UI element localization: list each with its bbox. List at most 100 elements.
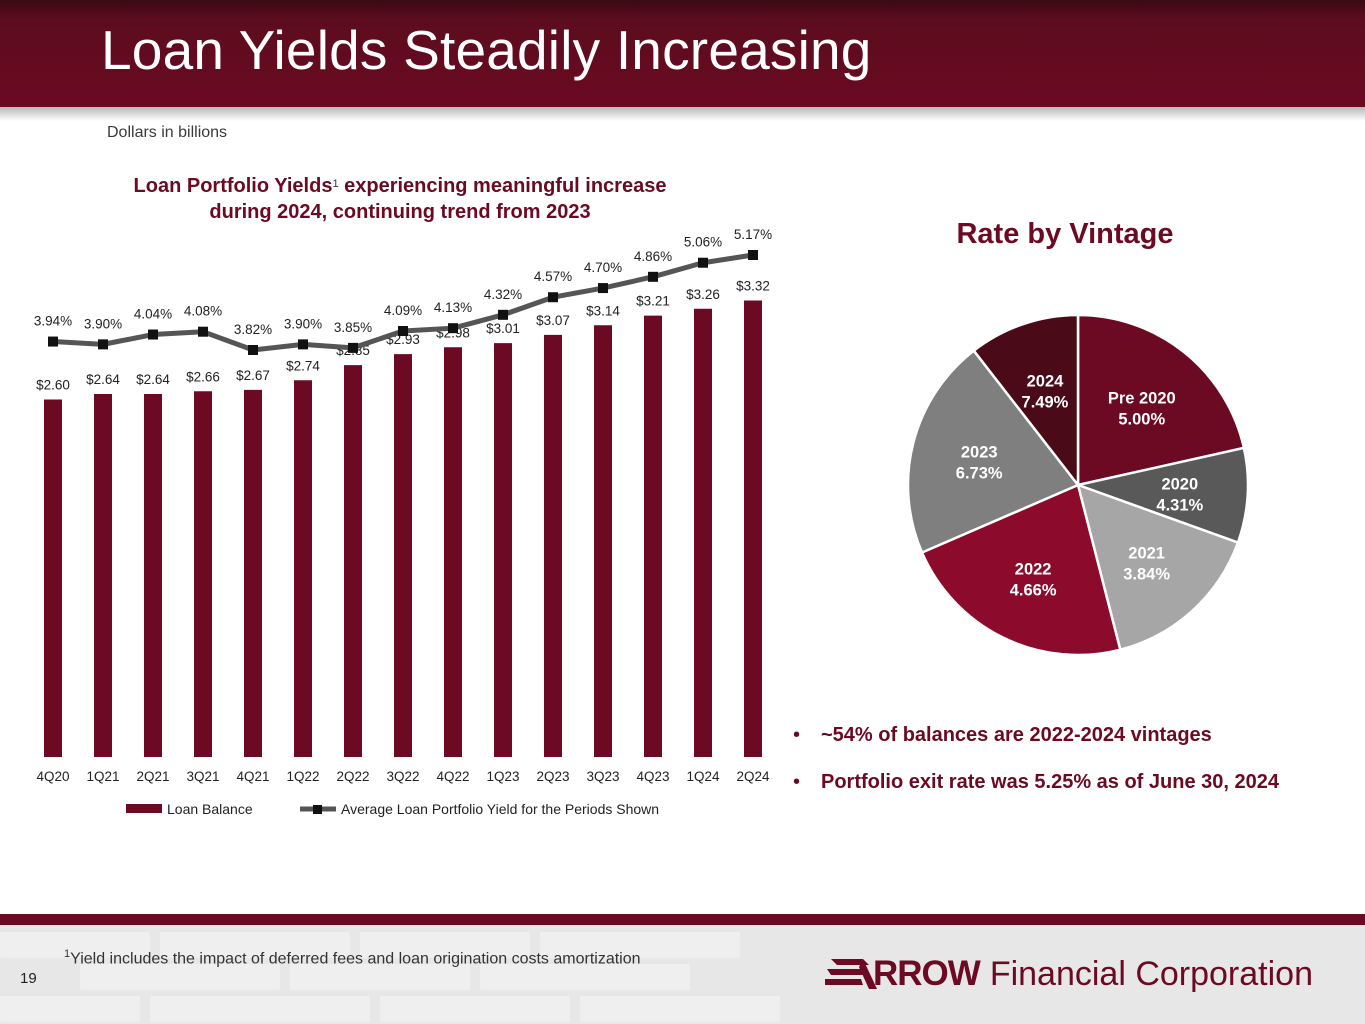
yield-value-label: 5.06% xyxy=(684,235,722,250)
yield-value-label: 4.08% xyxy=(184,304,222,319)
footnote: 1Yield includes the impact of deferred f… xyxy=(64,948,641,968)
pie-slice-2022 xyxy=(920,483,1122,657)
bars-layer: $2.60$2.64$2.64$2.66$2.67$2.74$2.85$2.93… xyxy=(36,279,770,757)
yield-value-label: 4.09% xyxy=(384,303,422,318)
bar-1Q22 xyxy=(294,380,312,757)
x-tick-label: 4Q20 xyxy=(36,769,69,784)
yield-value-label: 5.17% xyxy=(734,227,772,242)
yield-marker xyxy=(148,329,158,340)
header-banner xyxy=(0,0,1365,107)
pie-slice-label: 2023 xyxy=(961,444,998,462)
chart-title-part1: Loan Portfolio Yields xyxy=(133,175,333,197)
brick-texture xyxy=(0,932,150,958)
brick-texture xyxy=(580,996,780,1022)
bar-value-label: $3.01 xyxy=(486,321,520,336)
bar-value-label: $2.74 xyxy=(286,358,320,373)
yield-value-label: 4.57% xyxy=(534,269,572,284)
yield-marker xyxy=(498,309,508,320)
yield-marker xyxy=(48,336,58,347)
yield-value-label: 3.94% xyxy=(34,314,72,329)
pie-slice-rate: 5.00% xyxy=(1118,410,1165,428)
brick-texture xyxy=(480,964,690,990)
chart-title: Loan Portfolio Yields1 experiencing mean… xyxy=(70,173,730,225)
x-axis: 4Q20 1Q21 2Q21 3Q21 4Q21 1Q22 2Q22 3Q22 4Q22 1Q23… xyxy=(36,769,770,784)
yield-marker xyxy=(348,342,358,353)
bar-3Q22 xyxy=(394,354,412,757)
rate-by-vintage-pie: Pre 2020 5.00% 2020 4.31% 2021 3.84% 2022 4.66%… xyxy=(906,313,1250,657)
chart-title-line2: during 2024, continuing trend from 2023 xyxy=(209,201,591,223)
bar-4Q20 xyxy=(44,399,62,757)
bullet-item: • ~54% of balances are 2022-2024 vintage… xyxy=(793,724,1363,747)
bullet-text: ~54% of balances are 2022-2024 vintages xyxy=(821,724,1212,746)
x-tick-label: 2Q21 xyxy=(136,769,169,784)
bar-4Q22 xyxy=(444,347,462,757)
x-tick-label: 4Q23 xyxy=(636,769,669,784)
bar-2Q23 xyxy=(544,334,562,757)
bar-value-label: $3.26 xyxy=(686,287,720,302)
x-tick-label: 2Q23 xyxy=(536,769,569,784)
brick-texture xyxy=(0,996,140,1022)
bar-3Q23 xyxy=(594,325,612,757)
brick-texture xyxy=(540,932,740,958)
bar-1Q24 xyxy=(694,308,712,757)
legend-label-loan-balance: Loan Balance xyxy=(167,801,253,817)
legend-bar-swatch xyxy=(126,804,162,813)
pie-slice-2020 xyxy=(1073,446,1250,545)
footnote-text: Yield includes the impact of deferred fe… xyxy=(70,950,641,968)
yield-value-label: 4.32% xyxy=(484,287,522,302)
bar-value-label: $2.67 xyxy=(236,368,270,383)
x-tick-label: 3Q22 xyxy=(386,769,419,784)
yield-value-label: 3.90% xyxy=(84,316,122,331)
bar-value-label: $3.32 xyxy=(736,279,770,294)
pie-title: Rate by Vintage xyxy=(956,218,1174,250)
footnote-marker: 1 xyxy=(64,948,71,960)
brick-texture xyxy=(80,964,280,990)
header-shadow xyxy=(0,107,1365,121)
bar-1Q23 xyxy=(494,343,512,757)
x-tick-label: 1Q21 xyxy=(86,769,119,784)
x-tick-label: 3Q21 xyxy=(186,769,219,784)
bullet-dot-icon: • xyxy=(793,771,801,793)
bullet-dot-icon: • xyxy=(793,724,801,746)
yield-marker xyxy=(398,326,408,336)
bar-1Q21 xyxy=(94,394,112,757)
bar-4Q23 xyxy=(644,315,662,757)
pie-slice-rate: 7.49% xyxy=(1022,393,1069,411)
brick-texture xyxy=(150,996,370,1022)
pie-slice-rate: 6.73% xyxy=(956,465,1003,483)
yield-marker xyxy=(748,250,758,260)
yield-value-label: 3.90% xyxy=(284,316,322,331)
x-tick-label: 3Q23 xyxy=(586,769,619,784)
logo-company-name: Financial Corporation xyxy=(989,954,1313,993)
bullet-text: Portfolio exit rate was 5.25% as of June… xyxy=(821,771,1279,793)
yield-marker xyxy=(598,283,608,294)
company-logo: RROW Financial Corporation xyxy=(825,952,1313,996)
bar-value-label: $2.64 xyxy=(86,372,120,387)
pie-slice-label: 2024 xyxy=(1027,372,1065,390)
page-number: 19 xyxy=(20,970,37,987)
bar-value-label: $2.64 xyxy=(136,372,170,387)
yield-marker xyxy=(548,292,558,303)
yield-value-label: 3.82% xyxy=(234,322,272,337)
brick-texture xyxy=(160,932,350,958)
arrow-logo-icon xyxy=(825,959,877,989)
pie-slice-2021 xyxy=(1076,483,1240,652)
bar-2Q22 xyxy=(344,365,362,757)
bar-value-label: $3.07 xyxy=(536,313,570,328)
x-tick-label: 4Q21 xyxy=(236,769,269,784)
brick-texture xyxy=(360,932,530,958)
legend-label-yield: Average Loan Portfolio Yield for the Per… xyxy=(341,801,659,817)
units-note: Dollars in billions xyxy=(107,124,228,141)
chart-title-part2: experiencing meaningful increase xyxy=(338,175,667,197)
legend-line-marker xyxy=(313,805,322,814)
yield-value-label: 4.70% xyxy=(584,260,622,275)
yield-line-layer: 3.94% 3.90% 4.04% 4.08% 3.82% 3.90% 3.85% 4.09%… xyxy=(34,227,772,355)
yield-marker xyxy=(448,323,458,334)
pie-slice-pre-2020 xyxy=(1076,313,1246,487)
x-tick-label: 4Q22 xyxy=(436,769,469,784)
bar-2Q21 xyxy=(144,394,162,757)
x-tick-label: 1Q23 xyxy=(486,769,519,784)
bar-value-label: $3.21 xyxy=(636,294,670,309)
bar-value-label: $2.66 xyxy=(186,369,220,384)
pie-slice-label: Pre 2020 xyxy=(1108,389,1176,407)
